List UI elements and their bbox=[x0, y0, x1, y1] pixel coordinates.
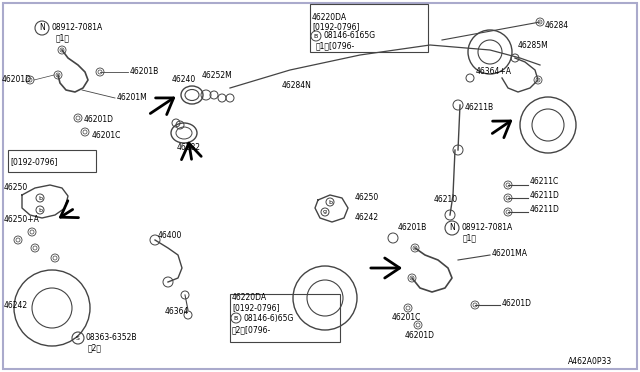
Text: B: B bbox=[234, 315, 238, 321]
Text: [0192-0796]: [0192-0796] bbox=[312, 22, 360, 32]
Text: 46284: 46284 bbox=[545, 20, 569, 29]
Text: 46201C: 46201C bbox=[92, 131, 122, 140]
Text: （2）: （2） bbox=[88, 343, 102, 353]
Text: 46201B: 46201B bbox=[130, 67, 159, 77]
Text: 46211D: 46211D bbox=[530, 190, 560, 199]
Text: 46252M: 46252M bbox=[202, 71, 233, 80]
Text: 46211B: 46211B bbox=[465, 103, 494, 112]
Text: b: b bbox=[38, 196, 42, 201]
Text: 08912-7081A: 08912-7081A bbox=[461, 224, 512, 232]
Text: 46364+A: 46364+A bbox=[476, 67, 512, 77]
Text: （1）: （1） bbox=[56, 33, 70, 42]
Text: 08912-7081A: 08912-7081A bbox=[52, 23, 103, 32]
Text: 46201MA: 46201MA bbox=[492, 248, 528, 257]
Text: 08363-6352B: 08363-6352B bbox=[86, 334, 138, 343]
FancyBboxPatch shape bbox=[230, 294, 340, 342]
Text: 46201D: 46201D bbox=[84, 115, 114, 125]
Text: （1）[0796-: （1）[0796- bbox=[316, 42, 355, 51]
Text: 46220DA: 46220DA bbox=[232, 294, 267, 302]
Text: N: N bbox=[39, 23, 45, 32]
Text: 08146-6165G: 08146-6165G bbox=[323, 32, 375, 41]
Text: 46364: 46364 bbox=[165, 308, 189, 317]
Text: 46250: 46250 bbox=[4, 183, 28, 192]
Text: 46210: 46210 bbox=[434, 196, 458, 205]
Text: 08146-6)65G: 08146-6)65G bbox=[243, 314, 293, 323]
Text: b: b bbox=[38, 208, 42, 212]
Text: N: N bbox=[449, 224, 455, 232]
Text: （2）[0796-: （2）[0796- bbox=[232, 326, 271, 334]
Text: 46282: 46282 bbox=[177, 142, 201, 151]
Text: S: S bbox=[76, 336, 80, 340]
Text: 46220DA: 46220DA bbox=[312, 13, 347, 22]
FancyBboxPatch shape bbox=[310, 4, 428, 52]
Text: 46250+A: 46250+A bbox=[4, 215, 40, 224]
Text: B: B bbox=[314, 33, 318, 38]
Text: （1）: （1） bbox=[463, 234, 477, 243]
Text: 46250: 46250 bbox=[355, 193, 380, 202]
Text: 46201B: 46201B bbox=[398, 224, 428, 232]
Text: A462A0P33: A462A0P33 bbox=[568, 357, 612, 366]
Text: 46284N: 46284N bbox=[282, 80, 312, 90]
Text: 46400: 46400 bbox=[158, 231, 182, 240]
Text: 46285M: 46285M bbox=[518, 41, 548, 49]
Text: 46211C: 46211C bbox=[530, 177, 559, 186]
Text: 46242: 46242 bbox=[4, 301, 28, 310]
Text: 46201M: 46201M bbox=[117, 93, 148, 103]
Text: 46211D: 46211D bbox=[530, 205, 560, 215]
Text: [0192-0796]: [0192-0796] bbox=[232, 304, 280, 312]
Text: [0192-0796]: [0192-0796] bbox=[10, 157, 58, 167]
Text: b: b bbox=[328, 199, 332, 205]
Text: 46201C: 46201C bbox=[392, 314, 421, 323]
Text: g: g bbox=[323, 209, 327, 215]
Text: 46240: 46240 bbox=[172, 76, 196, 84]
Text: 46201D: 46201D bbox=[2, 76, 32, 84]
FancyBboxPatch shape bbox=[8, 150, 96, 172]
Text: 46201D: 46201D bbox=[502, 298, 532, 308]
Text: 46201D: 46201D bbox=[405, 330, 435, 340]
Text: 46242: 46242 bbox=[355, 214, 379, 222]
